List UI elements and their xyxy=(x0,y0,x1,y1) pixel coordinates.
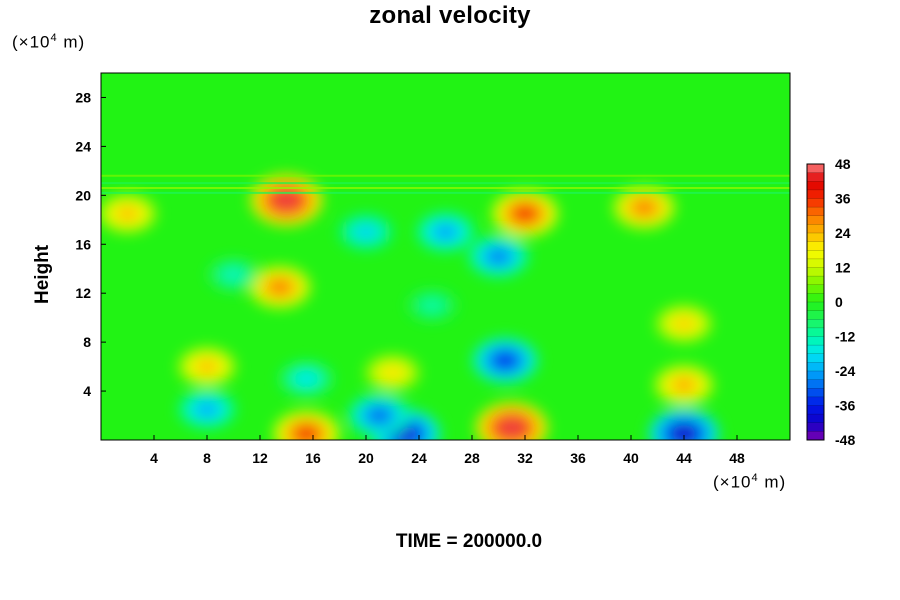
chart-title: zonal velocity xyxy=(369,2,531,29)
velocity-band xyxy=(101,191,790,194)
colorbar-segment xyxy=(807,310,824,320)
colorbar-segment xyxy=(807,233,824,243)
velocity-feature xyxy=(423,299,441,312)
y-tick-label: 16 xyxy=(75,236,91,252)
time-label: TIME = 200000.0 xyxy=(395,531,543,552)
x-unit-prefix: (×10 xyxy=(713,472,752,492)
colorbar-segment xyxy=(807,302,824,312)
x-tick-label: 24 xyxy=(411,450,427,466)
colorbar-segment xyxy=(807,250,824,260)
y-tick-label: 24 xyxy=(75,138,91,154)
colorbar-segment xyxy=(807,345,824,355)
colorbar-tick-label: 24 xyxy=(835,225,851,241)
colorbar-segment xyxy=(807,371,824,381)
x-tick-label: 48 xyxy=(729,450,745,466)
colorbar-segment xyxy=(807,172,824,182)
x-tick-label: 32 xyxy=(517,450,533,466)
colorbar-tick-label: 12 xyxy=(835,260,851,276)
velocity-feature xyxy=(671,425,697,440)
velocity-feature xyxy=(273,191,300,210)
x-tick-label: 36 xyxy=(570,450,586,466)
velocity-feature xyxy=(513,205,537,222)
y-tick-label: 28 xyxy=(75,89,91,105)
colorbar-segment xyxy=(807,258,824,268)
colorbar-segment xyxy=(807,198,824,208)
colorbar-segment xyxy=(807,293,824,303)
velocity-feature xyxy=(224,269,243,281)
velocity-feature xyxy=(196,359,218,374)
x-unit-suffix: m) xyxy=(758,472,787,492)
velocity-feature xyxy=(268,279,291,295)
colorbar-segment xyxy=(807,362,824,372)
x-tick-label: 40 xyxy=(623,450,639,466)
y-axis-unit: (×104 m) xyxy=(12,32,85,53)
velocity-feature xyxy=(368,407,391,424)
velocity-feature xyxy=(382,366,403,380)
colorbar-segment xyxy=(807,284,824,294)
colorbar-frame xyxy=(806,163,825,441)
colorbar-segment xyxy=(807,224,824,234)
colorbar-segment xyxy=(807,414,824,424)
colorbar-segment xyxy=(807,327,824,337)
colorbar-segment xyxy=(807,267,824,277)
velocity-feature xyxy=(493,352,517,369)
velocity-feature xyxy=(673,377,695,393)
plot-frame xyxy=(100,72,791,441)
velocity-band xyxy=(101,186,790,189)
velocity-feature xyxy=(633,200,656,216)
colorbar-segment xyxy=(807,422,824,432)
colorbar-tick-label: 48 xyxy=(835,156,851,172)
y-tick-label: 8 xyxy=(83,334,91,350)
velocity-feature xyxy=(356,225,376,239)
velocity-feature xyxy=(487,249,510,264)
x-tick-label: 44 xyxy=(676,450,692,466)
colorbar-segment xyxy=(807,431,824,441)
colorbar-tick-label: -12 xyxy=(835,329,855,345)
velocity-feature xyxy=(117,206,138,221)
colorbar-segment xyxy=(807,207,824,217)
y-unit-prefix: (×10 xyxy=(12,32,51,52)
y-unit-suffix: m) xyxy=(57,32,86,52)
colorbar-segment xyxy=(807,388,824,398)
colorbar-tick-label: -48 xyxy=(835,432,855,448)
colorbar-segment xyxy=(807,164,824,174)
colorbar-segment xyxy=(807,215,824,225)
x-axis-unit: (×104 m) xyxy=(713,472,786,493)
x-tick-label: 8 xyxy=(203,450,211,466)
x-tick-label: 16 xyxy=(305,450,321,466)
colorbar-segment xyxy=(807,189,824,199)
velocity-feature xyxy=(296,372,316,386)
colorbar-segment xyxy=(807,319,824,329)
x-tick-label: 12 xyxy=(252,450,268,466)
colorbar-tick-label: 36 xyxy=(835,191,851,207)
y-tick-label: 20 xyxy=(75,187,91,203)
y-tick-label: 4 xyxy=(83,383,91,399)
velocity-band xyxy=(101,174,790,177)
colorbar-tick-label: -36 xyxy=(835,398,855,414)
x-tick-label: 4 xyxy=(150,450,158,466)
colorbar-segment xyxy=(807,405,824,415)
y-tick-label: 12 xyxy=(75,285,91,301)
colorbar-segment xyxy=(807,181,824,191)
x-tick-label: 20 xyxy=(358,450,374,466)
x-unit-exponent: 4 xyxy=(751,472,759,484)
velocity-feature xyxy=(674,317,694,331)
velocity-band xyxy=(101,182,790,185)
colorbar-segment xyxy=(807,276,824,286)
colorbar-segment xyxy=(807,379,824,389)
colorbar-tick-label: 0 xyxy=(835,294,843,310)
colorbar-segment xyxy=(807,353,824,363)
colorbar-segment xyxy=(807,336,824,346)
colorbar-tick-label: -24 xyxy=(835,363,855,379)
velocity-feature xyxy=(435,225,456,240)
x-tick-label: 28 xyxy=(464,450,480,466)
y-unit-exponent: 4 xyxy=(50,32,58,44)
velocity-feature xyxy=(498,418,525,437)
velocity-feature xyxy=(196,402,218,417)
colorbar-segment xyxy=(807,241,824,251)
colorbar-segment xyxy=(807,396,824,406)
velocity-feature xyxy=(294,425,319,440)
